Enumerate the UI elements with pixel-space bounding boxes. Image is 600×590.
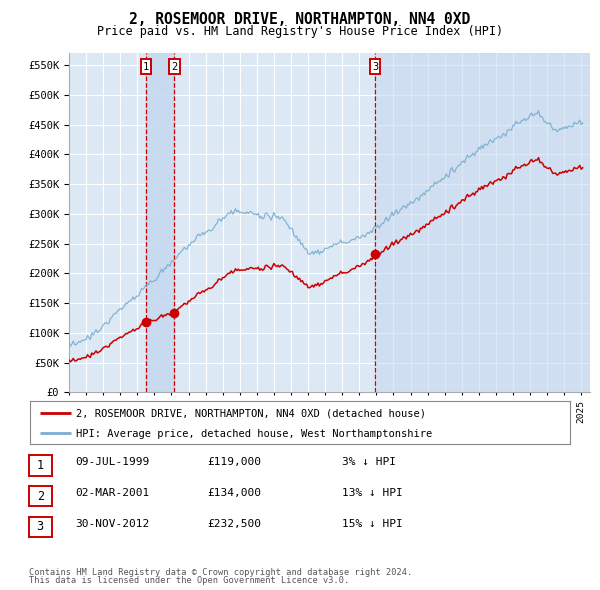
Text: HPI: Average price, detached house, West Northamptonshire: HPI: Average price, detached house, West… (76, 429, 432, 439)
Text: £134,000: £134,000 (207, 488, 261, 498)
Text: Contains HM Land Registry data © Crown copyright and database right 2024.: Contains HM Land Registry data © Crown c… (29, 568, 412, 577)
Text: 2: 2 (37, 490, 44, 503)
Text: 13% ↓ HPI: 13% ↓ HPI (342, 488, 403, 498)
Text: 30-NOV-2012: 30-NOV-2012 (75, 519, 149, 529)
Text: 15% ↓ HPI: 15% ↓ HPI (342, 519, 403, 529)
Text: 02-MAR-2001: 02-MAR-2001 (75, 488, 149, 498)
Text: 1: 1 (37, 459, 44, 472)
Text: 09-JUL-1999: 09-JUL-1999 (75, 457, 149, 467)
Bar (146, 53, 175, 392)
Text: 2: 2 (171, 61, 178, 71)
Text: This data is licensed under the Open Government Licence v3.0.: This data is licensed under the Open Gov… (29, 576, 349, 585)
Text: 3: 3 (37, 520, 44, 533)
Text: 2, ROSEMOOR DRIVE, NORTHAMPTON, NN4 0XD: 2, ROSEMOOR DRIVE, NORTHAMPTON, NN4 0XD (130, 12, 470, 27)
Text: 3% ↓ HPI: 3% ↓ HPI (342, 457, 396, 467)
Text: £232,500: £232,500 (207, 519, 261, 529)
Bar (375, 53, 590, 392)
Text: £119,000: £119,000 (207, 457, 261, 467)
Text: 2, ROSEMOOR DRIVE, NORTHAMPTON, NN4 0XD (detached house): 2, ROSEMOOR DRIVE, NORTHAMPTON, NN4 0XD … (76, 408, 426, 418)
Text: 3: 3 (372, 61, 378, 71)
Text: 1: 1 (143, 61, 149, 71)
Text: Price paid vs. HM Land Registry's House Price Index (HPI): Price paid vs. HM Land Registry's House … (97, 25, 503, 38)
